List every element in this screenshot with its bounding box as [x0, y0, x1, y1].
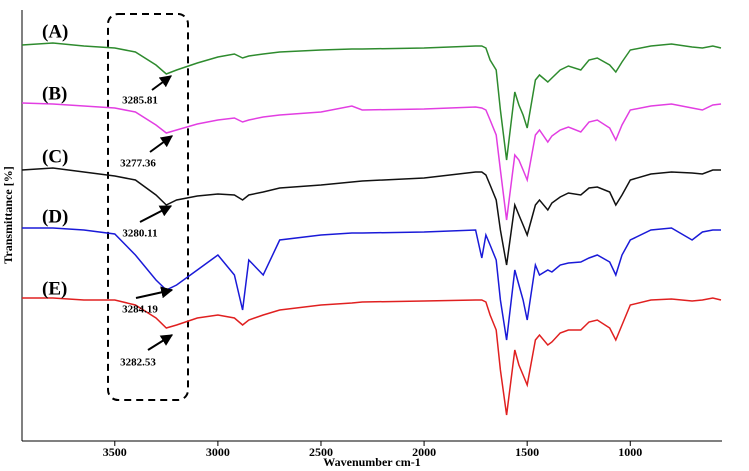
series-label: (E): [42, 278, 67, 299]
series-label: (C): [42, 146, 68, 167]
x-tick-label: 3500: [103, 445, 127, 459]
arrow: [135, 286, 174, 299]
annotation: 3284.19: [122, 304, 158, 316]
x-tick-label: 1500: [515, 445, 539, 459]
spectrum-line: [21, 167, 721, 266]
y-axis-title: Transmittance [%]: [1, 166, 15, 263]
x-tick-label: 2000: [412, 445, 436, 459]
series-label: (D): [42, 206, 68, 227]
arrow: [151, 75, 172, 91]
spectrum-line: [22, 297, 722, 416]
series-label: (B): [42, 83, 67, 104]
annotation: 3282.53: [120, 357, 156, 369]
x-tick-label: 3000: [206, 445, 230, 459]
x-tick-label: 2500: [309, 445, 333, 459]
highlight-box: [107, 13, 189, 401]
annotation: 3277.36: [120, 158, 156, 170]
arrow: [149, 135, 173, 153]
spectrum-line: [21, 102, 722, 221]
arrow: [147, 334, 174, 351]
x-tick-label: 1000: [618, 445, 642, 459]
annotation: 3285.81: [122, 95, 158, 107]
spectrum-line: [21, 42, 722, 161]
series-label: (A): [42, 21, 68, 42]
x-axis-title: Wavenumber cm-1: [323, 455, 420, 469]
arrow: [139, 205, 173, 223]
annotation: 3280.11: [122, 228, 157, 240]
spectrum-line: [22, 227, 721, 341]
